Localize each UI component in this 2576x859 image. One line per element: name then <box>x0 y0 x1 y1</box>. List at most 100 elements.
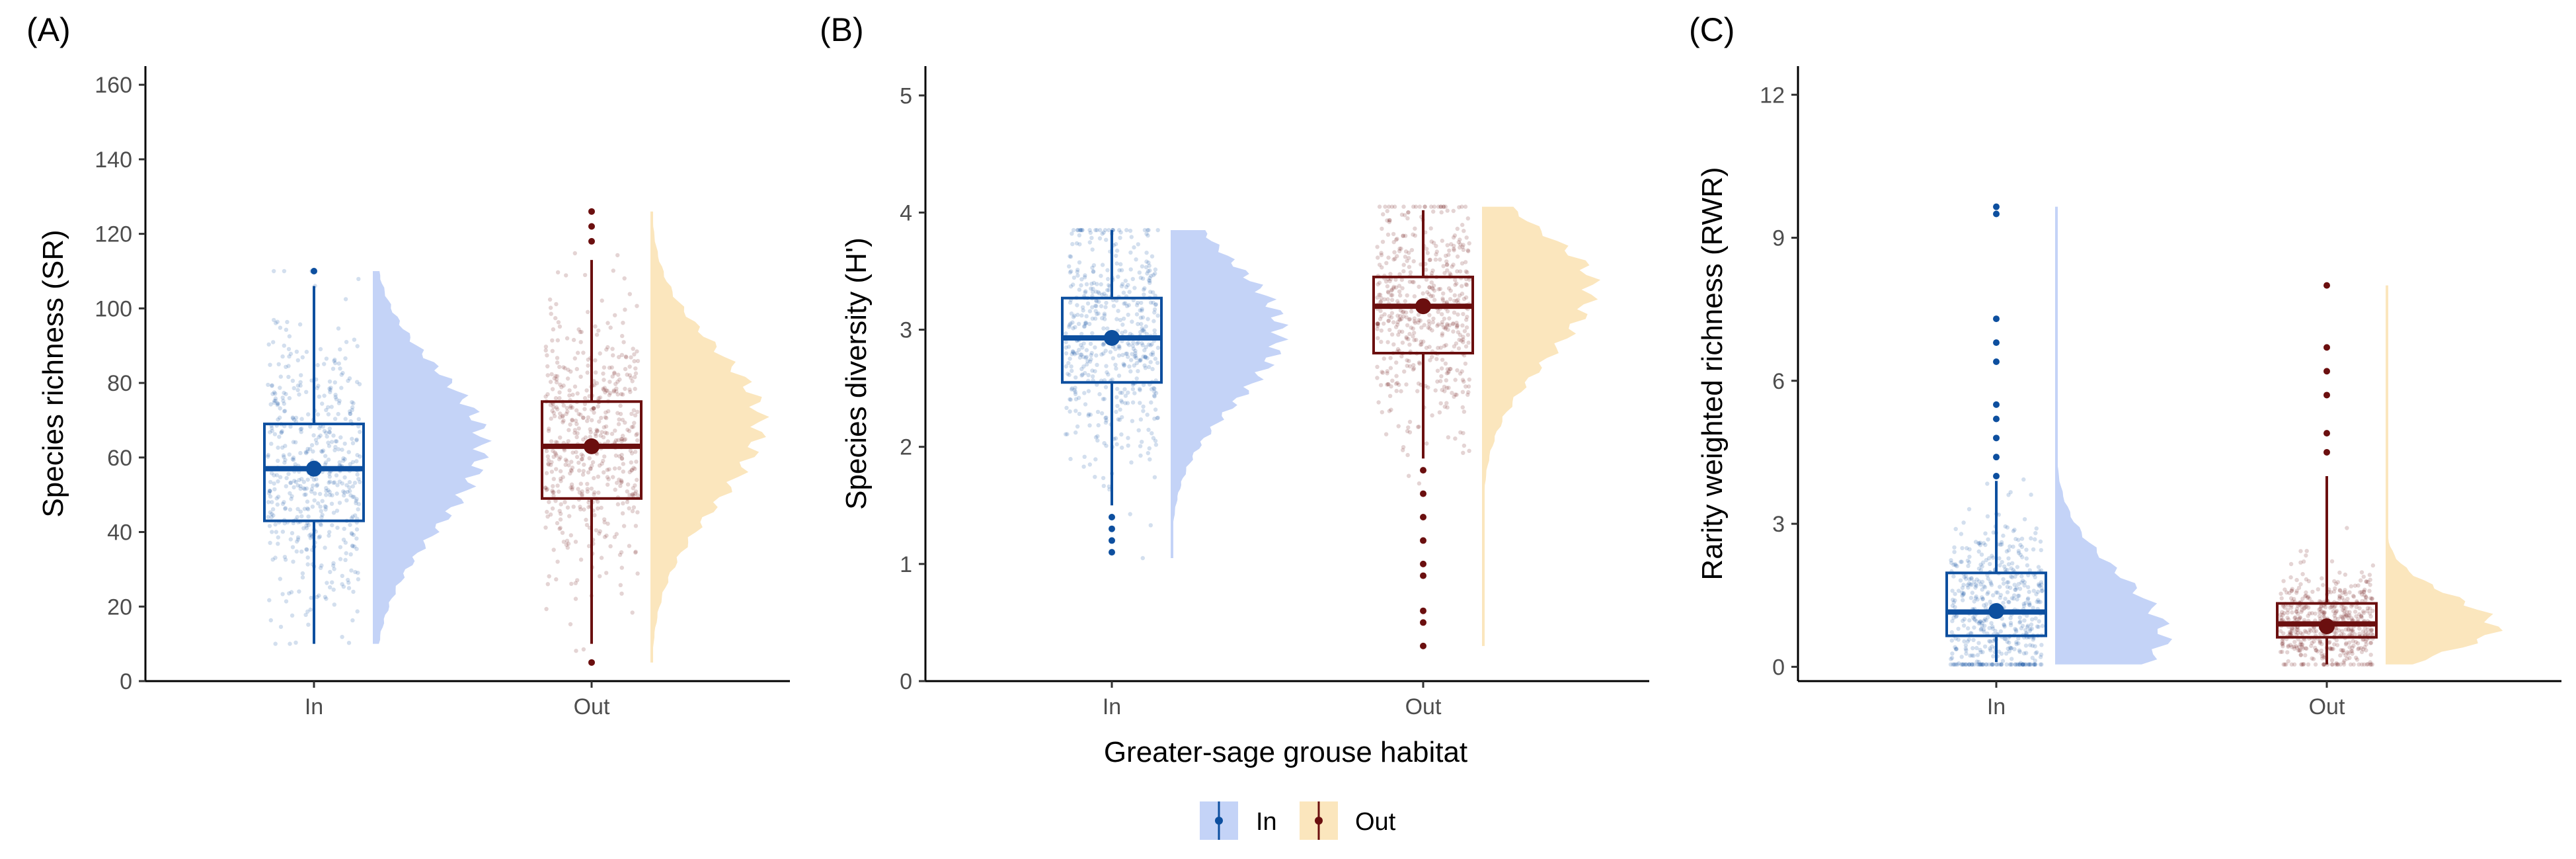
jitter-point <box>1982 584 1986 589</box>
jitter-point <box>350 484 356 489</box>
jitter-point <box>1974 577 1979 582</box>
jitter-point <box>1979 552 1984 557</box>
jitter-point <box>287 395 292 401</box>
jitter-point <box>1998 595 2002 600</box>
jitter-point <box>2016 538 2021 542</box>
jitter-point <box>302 507 307 511</box>
jitter-point <box>1461 311 1465 317</box>
jitter-point <box>632 359 637 364</box>
jitter-point <box>1458 242 1463 247</box>
jitter-point <box>317 426 322 430</box>
jitter-point <box>553 450 557 455</box>
jitter-point <box>635 409 640 414</box>
jitter-point <box>1440 319 1445 325</box>
jitter-point <box>614 532 619 536</box>
jitter-point <box>619 456 625 461</box>
jitter-point <box>1101 230 1106 235</box>
jitter-point <box>635 438 640 443</box>
jitter-point <box>1427 313 1432 317</box>
jitter-point <box>1407 331 1412 337</box>
jitter-point <box>602 365 607 370</box>
jitter-point <box>1984 662 1989 667</box>
jitter-point <box>583 435 588 440</box>
jitter-point <box>275 403 280 407</box>
jitter-point <box>293 440 298 444</box>
jitter-point <box>282 500 286 505</box>
jitter-point <box>323 454 328 458</box>
jitter-point <box>1069 387 1074 392</box>
jitter-point <box>281 399 286 403</box>
jitter-point <box>569 460 574 464</box>
jitter-point <box>1102 397 1107 401</box>
jitter-point <box>2361 647 2366 651</box>
jitter-point <box>2299 604 2304 609</box>
jitter-point <box>1953 636 1958 641</box>
jitter-point <box>1986 590 1990 594</box>
jitter-point <box>284 327 289 332</box>
jitter-point <box>602 386 607 390</box>
jitter-point <box>1079 352 1084 357</box>
jitter-point <box>1385 371 1389 376</box>
jitter-point <box>1399 277 1404 282</box>
jitter-point <box>618 403 623 408</box>
jitter-point <box>1957 661 1961 666</box>
jitter-point <box>1116 374 1122 378</box>
jitter-point <box>1145 271 1150 276</box>
jitter-point <box>327 474 332 479</box>
jitter-point <box>2330 662 2335 667</box>
jitter-point <box>1148 360 1153 364</box>
jitter-point <box>301 526 306 530</box>
jitter-point <box>2287 632 2292 637</box>
jitter-point <box>2028 662 2033 667</box>
jitter-point <box>1069 364 1073 369</box>
jitter-point <box>1081 354 1086 359</box>
jitter-point <box>1152 475 1157 479</box>
jitter-point <box>1974 594 1978 599</box>
jitter-point <box>2019 544 2025 550</box>
jitter-point <box>317 535 321 540</box>
jitter-point <box>290 457 295 462</box>
jitter-point <box>2010 662 2014 667</box>
jitter-point <box>2289 626 2294 631</box>
jitter-point <box>2027 628 2032 634</box>
jitter-point <box>356 502 361 507</box>
jitter-point <box>1455 323 1460 327</box>
jitter-point <box>2013 587 2017 593</box>
jitter-point <box>2344 641 2349 645</box>
jitter-point <box>1465 270 1469 274</box>
jitter-point <box>333 395 338 399</box>
jitter-point <box>574 450 578 454</box>
jitter-point <box>351 532 356 538</box>
jitter-point <box>301 486 306 491</box>
jitter-point <box>1969 662 1974 667</box>
jitter-point <box>1444 378 1448 383</box>
mean-point <box>2319 618 2335 635</box>
jitter-point <box>1978 647 1982 652</box>
jitter-point <box>1465 248 1470 253</box>
jitter-point <box>2287 630 2292 635</box>
jitter-point <box>2287 591 2292 595</box>
jitter-point <box>1991 530 1996 535</box>
jitter-point <box>356 417 361 421</box>
jitter-point <box>1401 233 1405 239</box>
jitter-point <box>346 586 352 591</box>
jitter-point <box>1430 354 1434 359</box>
jitter-point <box>327 426 332 431</box>
jitter-point <box>2040 624 2045 628</box>
jitter-point <box>340 582 344 587</box>
jitter-point <box>2288 596 2294 600</box>
jitter-point <box>627 493 632 497</box>
jitter-point <box>1425 247 1429 251</box>
jitter-point <box>1950 619 1955 624</box>
jitter-point <box>1155 416 1159 421</box>
jitter-point <box>2009 574 2013 579</box>
jitter-point <box>1146 317 1150 321</box>
jitter-point <box>313 438 319 442</box>
jitter-point <box>327 480 331 485</box>
jitter-point <box>612 466 617 471</box>
jitter-point <box>342 490 347 495</box>
jitter-point <box>2321 610 2325 614</box>
jitter-point <box>2280 610 2284 614</box>
jitter-point <box>2039 580 2044 585</box>
jitter-point <box>1121 362 1126 366</box>
